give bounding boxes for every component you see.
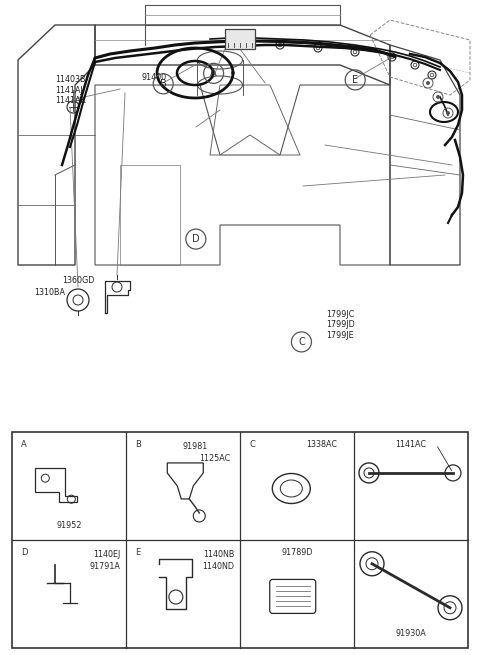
Text: 1141AJ: 1141AJ [55,86,83,95]
Bar [12,432,468,648]
Text: 11403B: 11403B [55,75,86,84]
Text: D: D [21,548,27,557]
Text: B: B [135,440,141,449]
Text: 1338AC: 1338AC [306,440,337,449]
Text: 1799JC: 1799JC [326,310,355,319]
Text: C: C [249,440,255,449]
Text: 91952: 91952 [56,521,82,531]
Text: D: D [192,234,200,244]
Circle shape [446,111,450,115]
Circle shape [426,81,430,85]
Text: 91930A: 91930A [396,629,426,639]
Text: 91981: 91981 [183,442,208,451]
Text: A: A [21,440,27,449]
Text: 1310BA: 1310BA [35,288,66,297]
Bar [225,29,255,49]
Text: E: E [352,75,358,85]
Text: 1140NB: 1140NB [203,550,234,559]
Text: 1140EJ: 1140EJ [93,550,120,559]
Text: 1799JE: 1799JE [326,331,354,340]
Text: 91791A: 91791A [89,563,120,571]
Text: 1360GD: 1360GD [62,276,95,285]
Text: 1141AC: 1141AC [396,440,427,449]
Text: E: E [135,548,141,557]
Text: 91789D: 91789D [281,548,313,557]
Circle shape [436,95,440,99]
Text: A: A [210,68,217,79]
Text: 1140ND: 1140ND [202,563,234,571]
Text: 1125AC: 1125AC [200,455,231,463]
Text: 1141AK: 1141AK [55,96,86,105]
Text: 1799JD: 1799JD [326,320,355,329]
Text: B: B [160,79,167,89]
Text: C: C [298,337,305,347]
Text: 91400: 91400 [142,73,167,82]
Bar [0,0,480,440]
